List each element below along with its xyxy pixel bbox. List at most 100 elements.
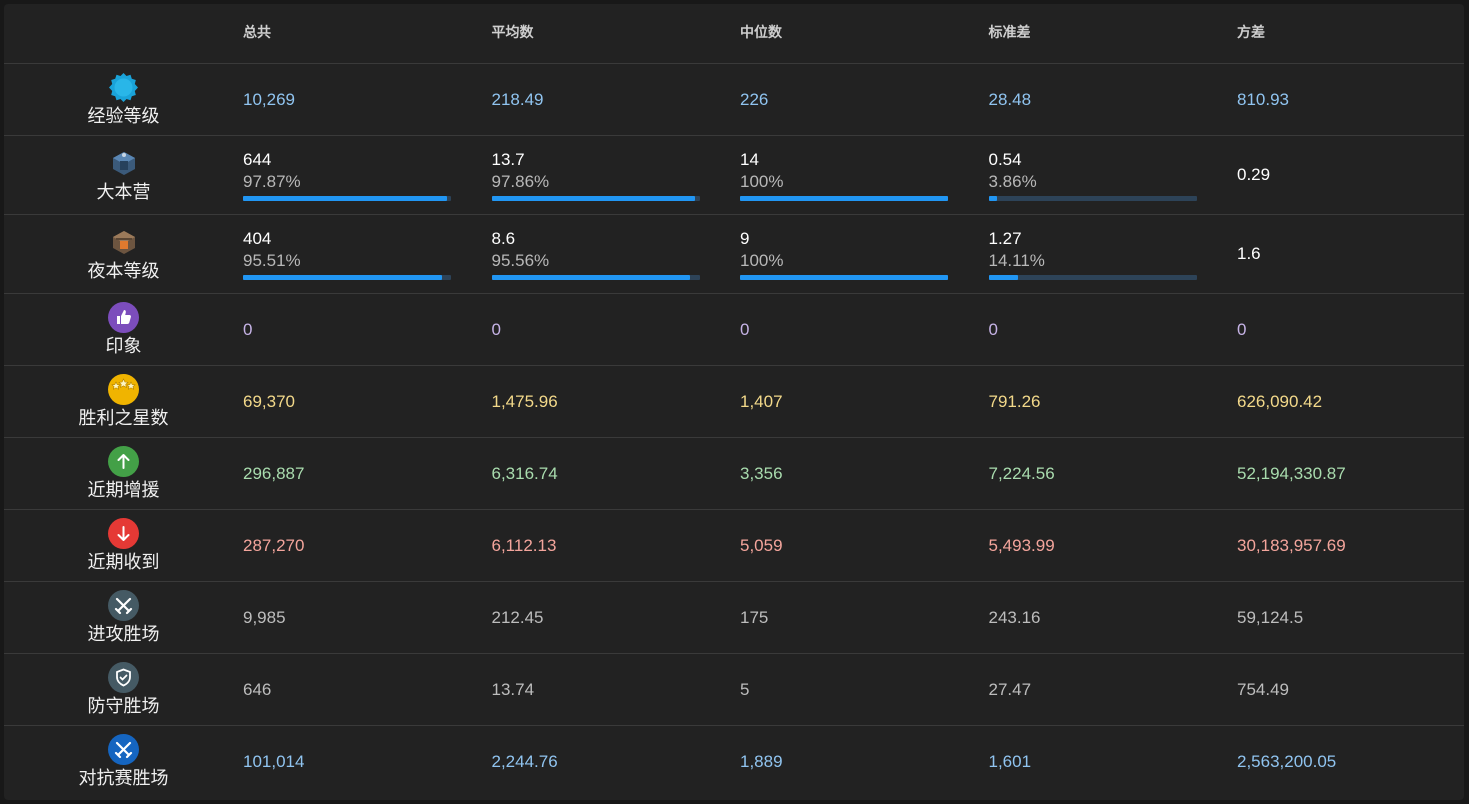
header-total[interactable]: 总共 <box>243 4 492 64</box>
stat-value: 1.27 <box>988 229 1022 248</box>
thumbs-up-icon <box>108 302 139 333</box>
table-row: 近期增援 296,887 6,316.74 3,356 7,224.56 52,194,3… <box>4 437 1464 510</box>
header-variance[interactable]: 方差 <box>1237 4 1464 64</box>
progress-stat: 8.6 95.56% <box>491 228 741 280</box>
row-label: 进攻胜场 <box>87 624 160 644</box>
stats-table: 总共 平均数 中位数 标准差 方差 经验等级 10,269 218.49 226 28.… <box>4 4 1464 798</box>
stat-value: 30,183,957.69 <box>1237 535 1346 555</box>
cell-median: 0 <box>740 293 989 366</box>
stat-value: 0 <box>988 319 998 339</box>
table-row: 经验等级 10,269 218.49 226 28.48 810.93 <box>4 63 1464 136</box>
stat-value: 14 <box>740 150 759 169</box>
cell-median: 175 <box>740 581 989 654</box>
cell-stddev: 791.26 <box>988 365 1237 438</box>
versus-swords-icon <box>108 734 139 766</box>
progress-bar <box>740 196 948 201</box>
stat-value: 226 <box>740 89 769 109</box>
header-stddev[interactable]: 标准差 <box>988 4 1237 64</box>
stat-value: 644 <box>243 150 272 169</box>
cell-mean: 212.45 <box>491 581 740 654</box>
stat-value: 27.47 <box>988 679 1032 699</box>
stat-percent: 100% <box>740 251 784 270</box>
cell-stddev: 0 <box>988 293 1237 366</box>
arrow-down-icon <box>108 518 139 549</box>
table-row: 大本营 644 97.87% 13.7 97.86% 14 100% 0.54 3.86% 0.2… <box>4 135 1464 215</box>
progress-stat: 9 100% <box>740 228 989 280</box>
cell-variance: 1.6 <box>1237 214 1464 294</box>
stat-value: 1,601 <box>988 751 1032 771</box>
stat-value: 101,014 <box>243 751 305 771</box>
stat-value: 810.93 <box>1237 89 1289 109</box>
stat-value: 52,194,330.87 <box>1237 463 1346 483</box>
stat-value: 7,224.56 <box>988 463 1055 483</box>
header-median[interactable]: 中位数 <box>740 4 989 64</box>
crossed-swords-icon <box>108 590 139 621</box>
cell-median: 1,407 <box>740 365 989 438</box>
progress-bar <box>243 275 451 280</box>
header-mean[interactable]: 平均数 <box>491 4 740 64</box>
stat-value: 5,493.99 <box>988 535 1055 555</box>
progress-fill <box>243 275 442 280</box>
stat-value: 5,059 <box>740 535 783 555</box>
cell-total: 101,014 <box>243 726 492 798</box>
cell-variance: 2,563,200.05 <box>1237 726 1464 798</box>
cell-total: 287,270 <box>243 509 492 582</box>
stat-value: 13.74 <box>491 679 535 699</box>
stat-percent: 95.51% <box>243 251 301 270</box>
cell-stddev: 7,224.56 <box>988 437 1237 510</box>
stat-percent: 3.86% <box>988 172 1037 191</box>
cell-median: 1,889 <box>740 726 989 798</box>
cell-median: 14 100% <box>740 135 989 215</box>
stat-value: 10,269 <box>243 89 295 109</box>
header-row: 总共 平均数 中位数 标准差 方差 <box>4 4 1464 64</box>
stat-value: 9,985 <box>243 607 286 627</box>
cell-median: 226 <box>740 63 989 136</box>
cell-variance: 52,194,330.87 <box>1237 437 1464 510</box>
cell-mean: 218.49 <box>491 63 740 136</box>
cell-mean: 13.7 97.86% <box>491 135 740 215</box>
progress-stat: 1.27 14.11% <box>988 228 1238 280</box>
table-row: 胜利之星数 69,370 1,475.96 1,407 791.26 626,090.42 <box>4 365 1464 438</box>
cell-stddev: 1.27 14.11% <box>988 214 1238 294</box>
stat-value: 3,356 <box>740 463 783 483</box>
row-name-cell: 胜利之星数 <box>4 365 243 438</box>
cell-median: 5 <box>740 653 989 726</box>
stat-value: 9 <box>740 229 750 248</box>
cell-median: 5,059 <box>740 509 989 582</box>
cell-mean: 0 <box>491 293 740 366</box>
stat-value: 1,889 <box>740 751 783 771</box>
progress-fill <box>243 196 447 201</box>
row-name-cell: 印象 <box>4 293 243 366</box>
row-label: 大本营 <box>96 181 151 202</box>
stat-value: 404 <box>243 229 272 248</box>
stat-value: 0 <box>243 319 253 339</box>
stat-value: 0 <box>740 319 750 339</box>
progress-bar <box>491 196 700 201</box>
progress-fill <box>988 196 997 201</box>
cell-variance: 0 <box>1237 293 1464 366</box>
cell-mean: 6,316.74 <box>491 437 740 510</box>
row-name-cell: 对抗赛胜场 <box>4 726 243 798</box>
progress-stat: 0.54 3.86% <box>988 149 1238 201</box>
cell-total: 404 95.51% <box>243 214 492 294</box>
progress-bar <box>243 196 451 201</box>
stat-percent: 95.56% <box>491 251 550 270</box>
stat-value: 0.54 <box>988 150 1022 169</box>
row-label: 夜本等级 <box>87 260 160 281</box>
town-hall-icon <box>108 148 139 179</box>
header-empty <box>4 4 243 64</box>
cell-total: 0 <box>243 293 492 366</box>
stat-value: 791.26 <box>988 391 1041 411</box>
stat-percent: 100% <box>740 172 784 191</box>
row-name-cell: 近期增援 <box>4 437 243 510</box>
stat-value: 287,270 <box>243 535 305 555</box>
stat-value: 0 <box>1237 319 1247 339</box>
stat-value: 1,475.96 <box>491 391 558 411</box>
stat-percent: 14.11% <box>988 251 1045 270</box>
stat-percent: 97.87% <box>243 172 301 191</box>
cell-variance: 754.49 <box>1237 653 1464 726</box>
progress-fill <box>740 196 948 201</box>
progress-stat: 14 100% <box>740 149 989 201</box>
table-row: 印象 0 0 0 0 0 <box>4 293 1464 366</box>
row-name-cell: 进攻胜场 <box>4 581 243 654</box>
